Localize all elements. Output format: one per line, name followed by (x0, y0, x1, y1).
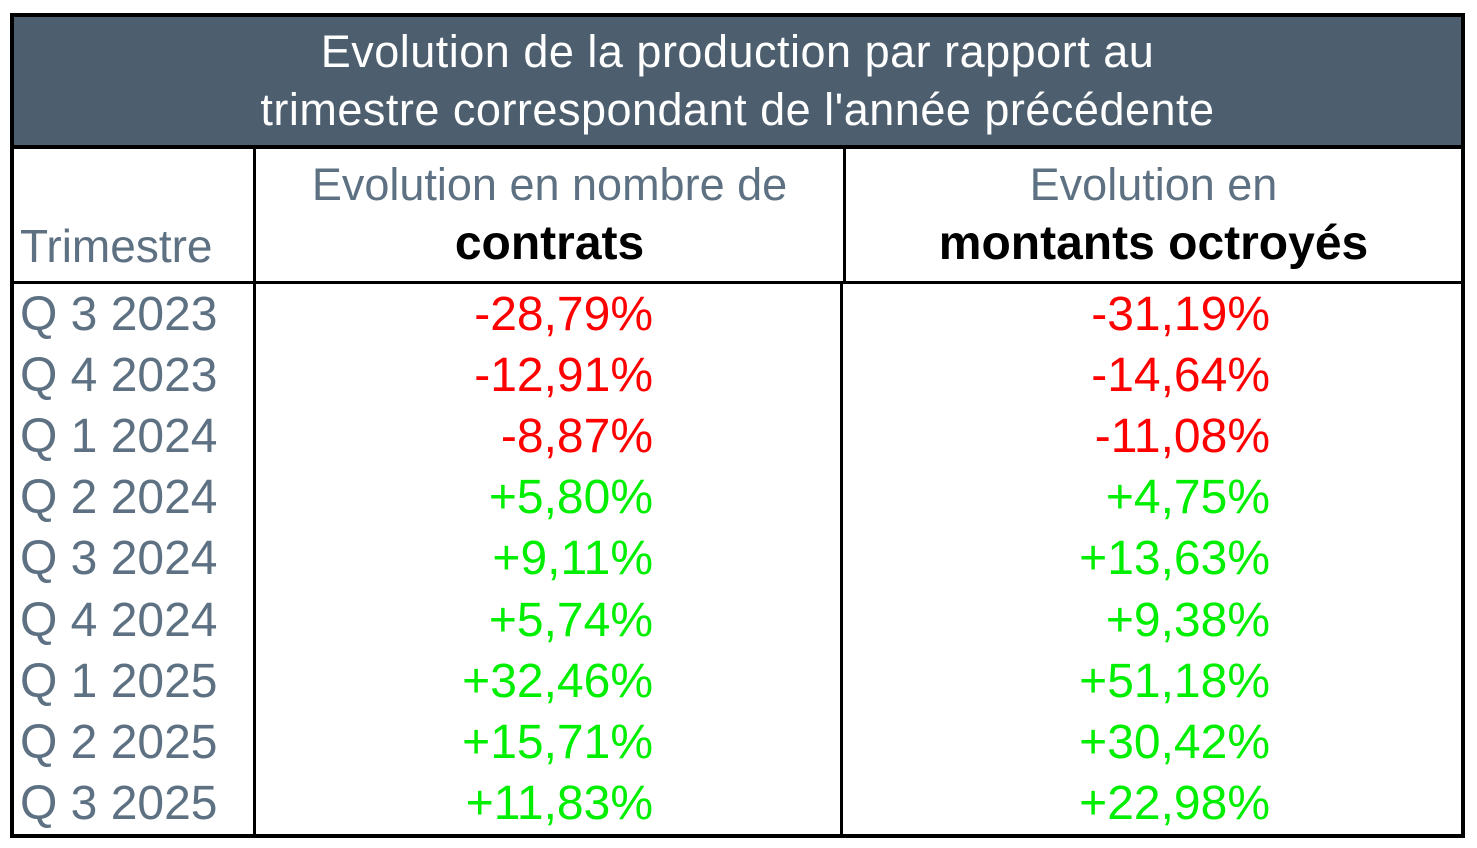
table-title-line2: trimestre correspondant de l'année précé… (260, 84, 1215, 135)
quarter-label: Q 1 2025 (14, 650, 256, 712)
table-row: Q 1 2024 -8,87% -11,08% (14, 406, 1461, 468)
table-row: Q 3 2024 +9,11% +13,63% (14, 528, 1461, 590)
amounts-evolution-value: +13,63% (1079, 532, 1270, 586)
amounts-evolution-value: +51,18% (1079, 654, 1270, 708)
table-row: Q 2 2024 +5,80% +4,75% (14, 467, 1461, 529)
contracts-evolution-value: +9,11% (256, 528, 843, 590)
amounts-evolution-value: -11,08% (1094, 410, 1270, 464)
column-header-montants-top: Evolution en (1029, 159, 1278, 210)
amounts-evolution-value: +30,42% (1079, 715, 1270, 769)
contracts-evolution-value: +15,71% (256, 711, 843, 773)
quarter-label: Q 2 2025 (14, 711, 256, 773)
amounts-evolution-value: +22,98% (1079, 776, 1270, 830)
amounts-evolution-value: -31,19% (1091, 288, 1270, 342)
table-body: Q 3 2023 -28,79% -31,19% Q 4 2023 -12,91… (14, 284, 1461, 834)
contracts-evolution-value: -28,79% (256, 284, 843, 346)
amounts-evolution-value: +4,75% (1105, 471, 1270, 525)
table-title: Evolution de la production par rapport a… (14, 17, 1461, 149)
table-title-line1: Evolution de la production par rapport a… (320, 26, 1155, 77)
quarter-label: Q 4 2024 (14, 589, 256, 651)
table-header-row: Trimestre Evolution en nombre de contrat… (14, 149, 1461, 284)
table-row: Q 3 2025 +11,83% +22,98% (14, 772, 1461, 834)
column-header-trimestre: Trimestre (14, 149, 256, 281)
table-row: Q 4 2024 +5,74% +9,38% (14, 589, 1461, 651)
amounts-evolution-value: -14,64% (1091, 349, 1270, 403)
column-header-contrats: Evolution en nombre de contrats (256, 149, 846, 281)
quarter-label: Q 4 2023 (14, 345, 256, 407)
table-row: Q 4 2023 -12,91% -14,64% (14, 345, 1461, 407)
contracts-evolution-value: +11,83% (256, 772, 843, 834)
column-header-contrats-bottom: contrats (454, 217, 645, 270)
quarter-label: Q 3 2023 (14, 284, 256, 346)
column-header-montants: Evolution en montants octroyés (846, 149, 1461, 281)
evolution-table: Evolution de la production par rapport a… (10, 13, 1465, 838)
contracts-evolution-value: -8,87% (256, 406, 843, 468)
quarter-label: Q 1 2024 (14, 406, 256, 468)
quarter-label: Q 3 2024 (14, 528, 256, 590)
contracts-evolution-value: +5,80% (256, 467, 843, 529)
table-row: Q 1 2025 +32,46% +51,18% (14, 650, 1461, 712)
column-header-contrats-top: Evolution en nombre de (311, 159, 788, 210)
table-row: Q 2 2025 +15,71% +30,42% (14, 711, 1461, 773)
quarter-label: Q 2 2024 (14, 467, 256, 529)
quarter-label: Q 3 2025 (14, 772, 256, 834)
column-header-montants-bottom: montants octroyés (938, 217, 1369, 270)
column-header-trimestre-label: Trimestre (20, 220, 213, 272)
contracts-evolution-value: +32,46% (256, 650, 843, 712)
amounts-evolution-value: +9,38% (1105, 593, 1270, 647)
table-row: Q 3 2023 -28,79% -31,19% (14, 284, 1461, 346)
contracts-evolution-value: +5,74% (256, 589, 843, 651)
contracts-evolution-value: -12,91% (256, 345, 843, 407)
